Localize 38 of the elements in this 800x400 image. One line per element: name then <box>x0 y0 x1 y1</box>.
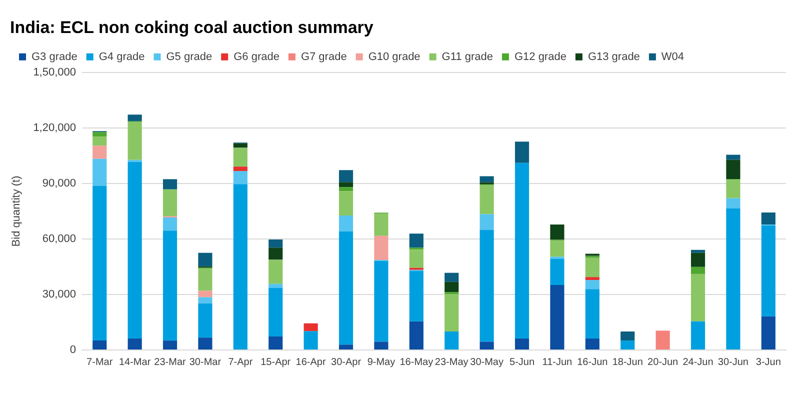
x-tick-label: 18-Jun <box>612 356 643 368</box>
x-tick-label: 11-Jun <box>542 356 572 368</box>
legend-label: G10 grade <box>368 50 420 63</box>
legend-label: G6 grade <box>234 50 280 63</box>
legend-label: G11 grade <box>442 50 493 63</box>
x-tick-label: 24-Jun <box>682 356 714 368</box>
y-axis-title: Bid quantity (t) <box>10 176 23 247</box>
x-tick-label: 15-Apr <box>260 356 292 368</box>
x-tick-label: 14-Mar <box>118 356 152 368</box>
x-tick-label: 23-Mar <box>154 356 187 368</box>
y-tick-label: 1,20,000 <box>33 122 76 134</box>
x-tick-label: 16-May <box>400 356 434 368</box>
y-tick-label: 0 <box>70 344 76 356</box>
x-tick-label: 30-Mar <box>189 356 222 368</box>
x-tick-label: 7-Apr <box>228 356 254 368</box>
x-tick-label: 9-May <box>367 356 396 368</box>
legend-label: G5 grade <box>166 50 212 63</box>
legend-label: G13 grade <box>588 50 640 63</box>
x-tick-label: 7-Mar <box>86 356 114 368</box>
x-tick-label: 23-May <box>434 356 468 368</box>
legend-label: G4 grade <box>98 50 145 63</box>
y-tick-label: 90,000 <box>42 177 76 190</box>
x-tick-label: 3-Jun <box>756 356 781 368</box>
x-tick-label: 16-Jun <box>577 356 608 368</box>
x-tick-label: 20-Jun <box>648 356 678 368</box>
x-tick-label: 30-Apr <box>331 356 362 368</box>
y-tick-label: 30,000 <box>42 288 76 301</box>
legend-label: G12 grade <box>514 50 566 63</box>
legend-label: G3 grade <box>32 50 78 63</box>
x-tick-label: 30-May <box>470 356 504 368</box>
x-tick-label: 30-Jun <box>718 356 748 368</box>
legend-label: G7 grade <box>300 50 347 63</box>
x-tick-label: 5-Jun <box>510 356 535 368</box>
y-tick-label: 1,50,000 <box>33 66 76 78</box>
legend-label: W04 <box>661 50 684 63</box>
chart-title: India: ECL non coking coal auction summary <box>10 18 374 37</box>
y-tick-label: 60,000 <box>42 232 76 245</box>
x-tick-label: 16-Apr <box>296 356 326 368</box>
